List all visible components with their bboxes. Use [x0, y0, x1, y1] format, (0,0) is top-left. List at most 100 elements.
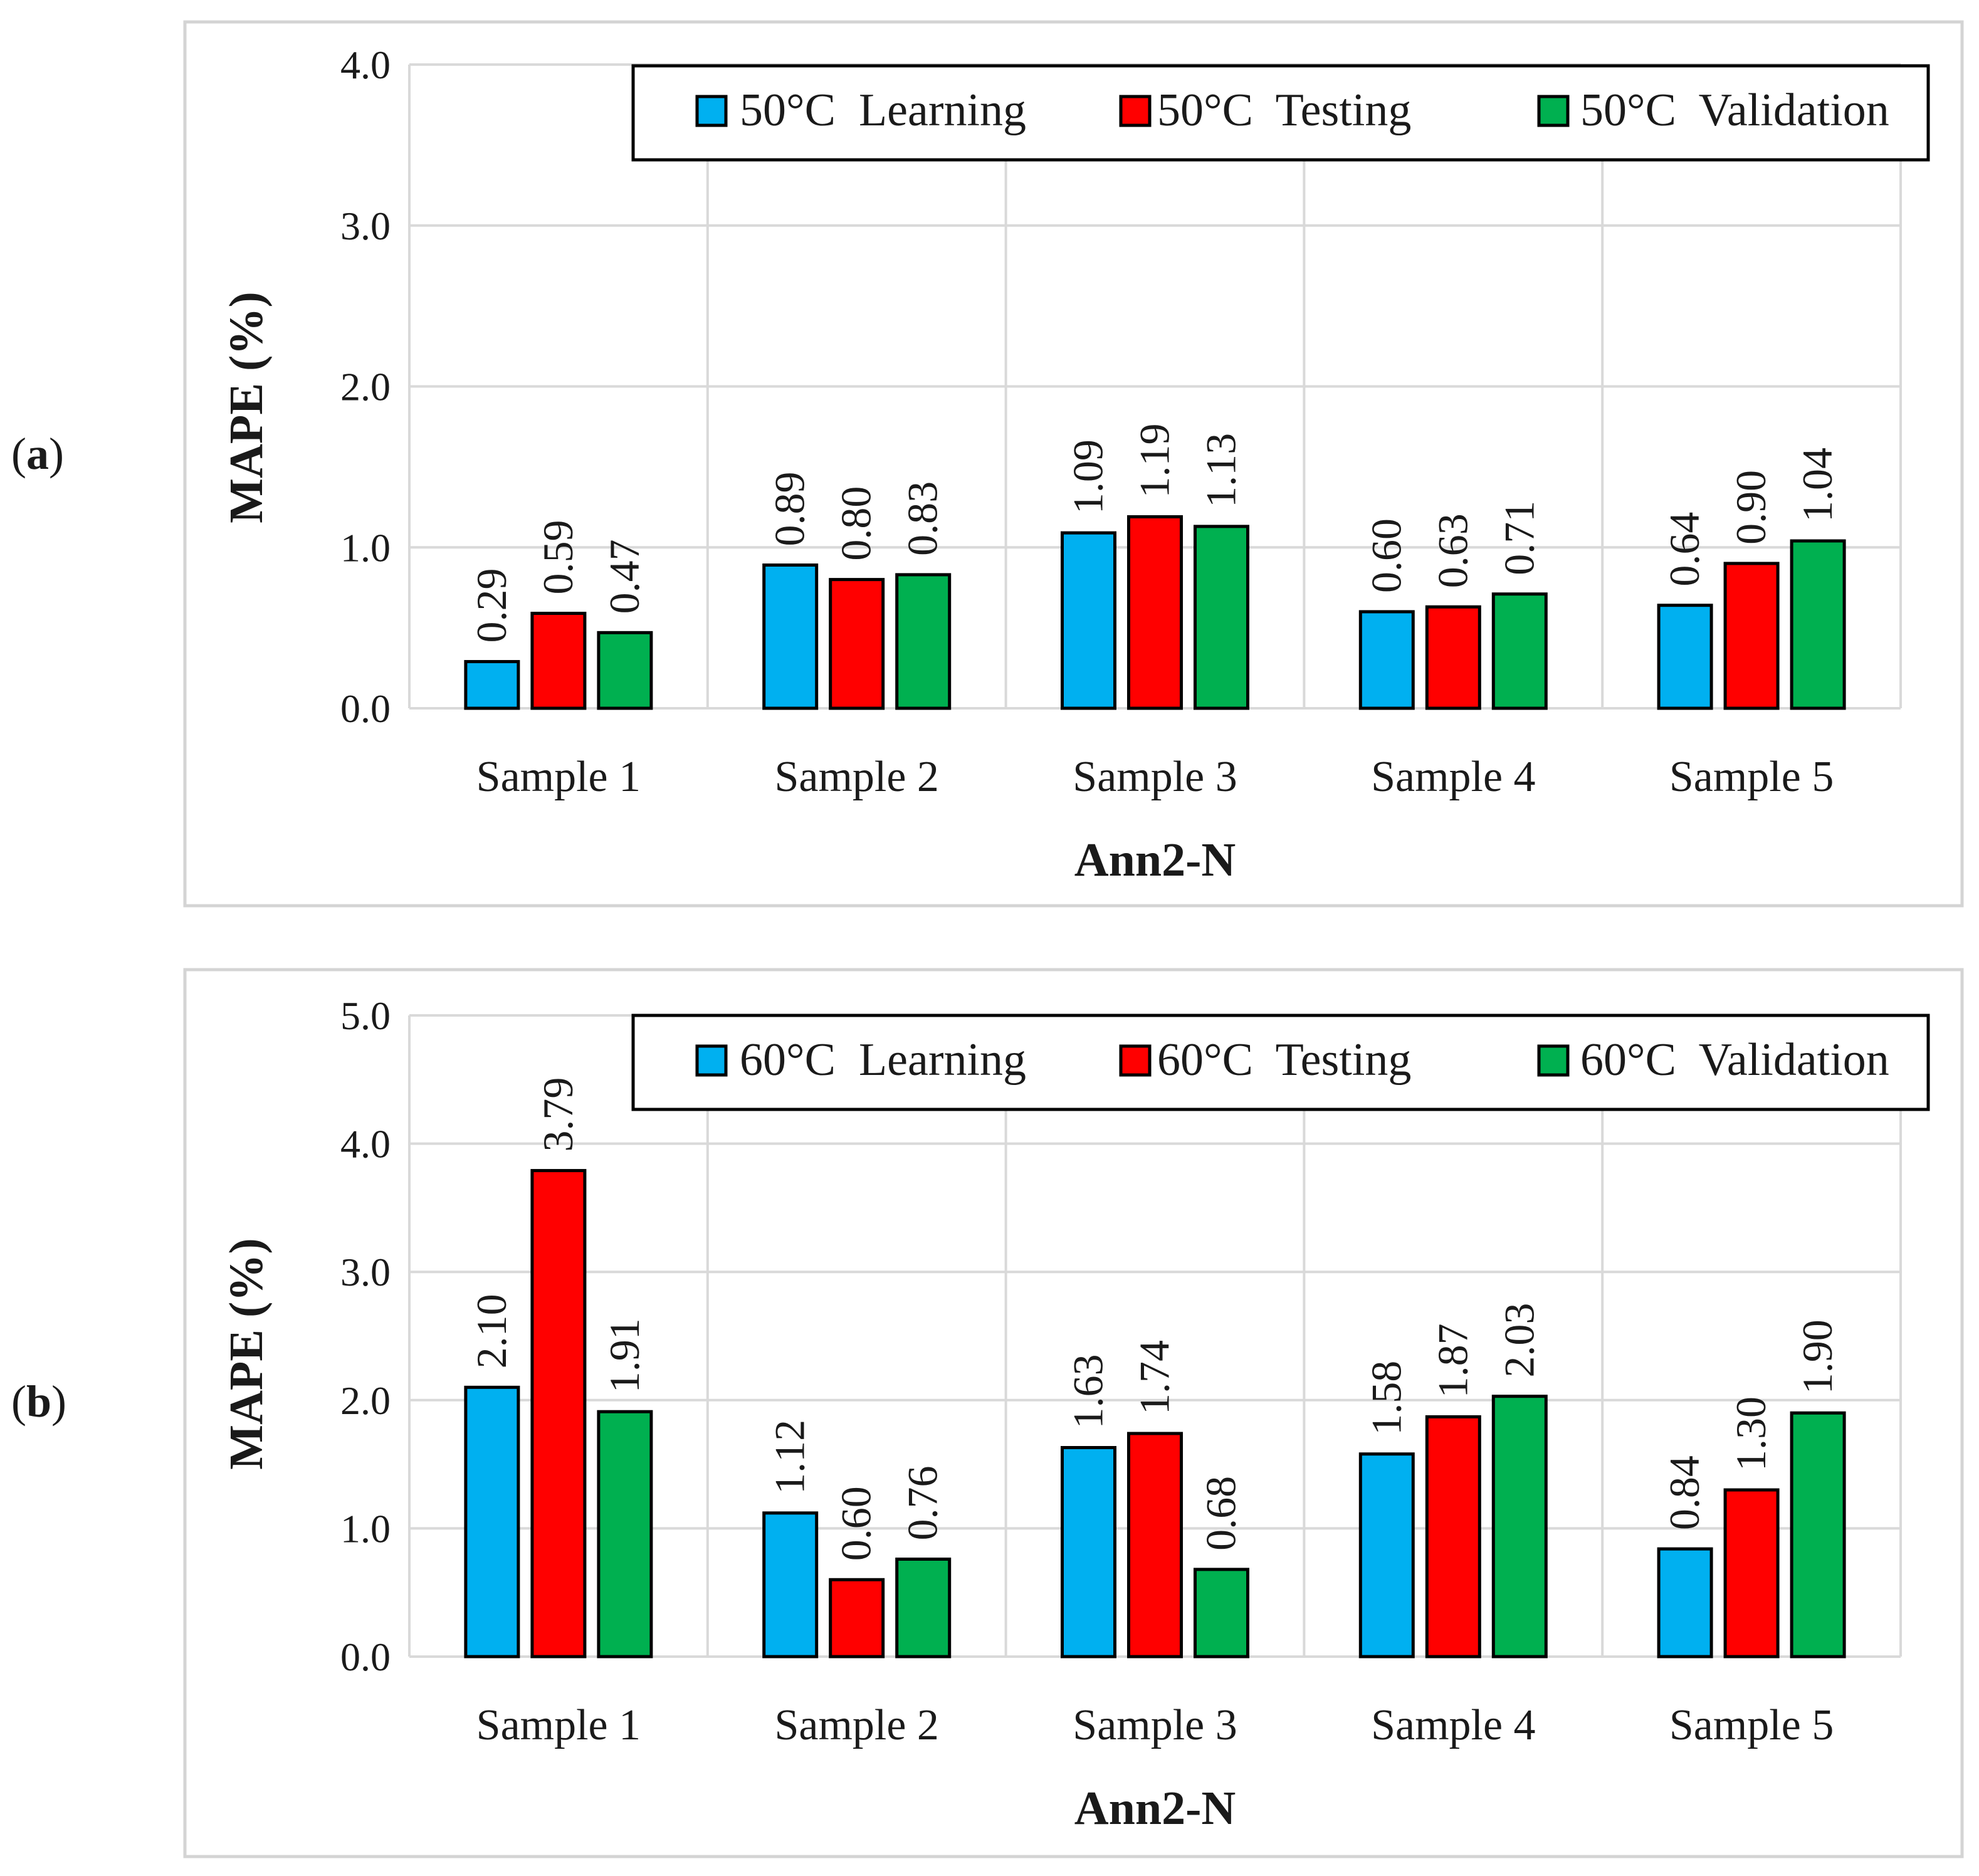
bar [1491, 592, 1548, 710]
x-tick-label: Sample 1 [476, 753, 641, 801]
data-label: 0.60 [832, 1486, 880, 1561]
data-label: 0.83 [899, 481, 947, 556]
data-label: 2.10 [468, 1294, 515, 1368]
bar [1790, 1411, 1846, 1659]
data-label: 1.04 [1793, 448, 1841, 522]
bar [829, 578, 885, 710]
bar [1358, 1452, 1415, 1659]
bar [1061, 1446, 1116, 1659]
bar [1723, 562, 1780, 710]
y-tick-label: 2.0 [340, 365, 391, 409]
bar [1127, 1432, 1183, 1659]
panel-label-part: ( [11, 1376, 26, 1427]
legend-label: 50°C Testing [1157, 85, 1411, 136]
bar [1061, 531, 1116, 710]
legend-swatch [1119, 95, 1152, 127]
x-axis-title: Ann2-N [1074, 834, 1236, 886]
bar [464, 1385, 520, 1659]
data-label: 0.76 [899, 1466, 947, 1541]
chart-frame [183, 20, 1964, 908]
x-tick-label: Sample 4 [1371, 1701, 1535, 1749]
data-label: 0.64 [1661, 512, 1708, 587]
data-label: 0.29 [468, 569, 515, 643]
y-axis-title: MAPE (%) [220, 291, 273, 523]
panel-label-part: a [26, 429, 49, 479]
data-label: 0.59 [534, 520, 582, 595]
bar [1491, 1395, 1548, 1659]
bar [1425, 605, 1481, 710]
bar [1194, 1568, 1249, 1659]
x-tick-label: Sample 1 [476, 1701, 641, 1749]
y-tick-label: 4.0 [340, 1122, 391, 1166]
bar [530, 1169, 587, 1659]
legend-swatch [695, 1044, 728, 1077]
data-label: 1.74 [1131, 1340, 1178, 1415]
bar [762, 563, 819, 710]
bar [1723, 1488, 1780, 1659]
y-tick-label: 0.0 [340, 686, 391, 731]
y-axis-title: MAPE (%) [220, 1238, 273, 1469]
y-tick-label: 1.0 [340, 1506, 391, 1551]
bar [829, 1578, 885, 1659]
data-label: 0.71 [1495, 501, 1543, 575]
x-tick-label: Sample 5 [1669, 753, 1834, 801]
data-label: 1.63 [1064, 1355, 1112, 1429]
bar [1425, 1415, 1481, 1659]
bar [464, 660, 520, 710]
legend-swatch [695, 95, 728, 127]
bar [895, 573, 952, 710]
data-label: 0.89 [766, 471, 814, 546]
chart-panel-a: 0.0 1.0 2.0 3.0 4.0 0.29 0.59 0.47 Sample 1 0.89 0… [11, 20, 1964, 908]
x-axis-title: Ann2-N [1074, 1782, 1236, 1835]
y-tick-label: 5.0 [340, 993, 391, 1038]
panel-label: (a) [11, 429, 64, 479]
bar [1127, 515, 1183, 710]
legend-swatch [1537, 95, 1570, 127]
legend-swatch [1119, 1044, 1152, 1077]
x-tick-label: Sample 2 [774, 753, 938, 801]
bar [1657, 604, 1713, 710]
data-label: 0.68 [1197, 1476, 1245, 1551]
data-label: 1.90 [1793, 1319, 1841, 1394]
data-label: 1.58 [1362, 1361, 1410, 1435]
data-label: 1.13 [1197, 433, 1245, 508]
data-label: 1.09 [1064, 439, 1112, 514]
bar [597, 631, 653, 710]
x-tick-label: Sample 5 [1669, 1701, 1834, 1749]
y-tick-label: 0.0 [340, 1635, 391, 1679]
bar [1358, 610, 1415, 710]
chart-panel-b: 0.0 1.0 2.0 3.0 4.0 5.0 2.10 3.79 1.91 Sample 1 1.… [11, 968, 1964, 1858]
bar [597, 1410, 653, 1659]
x-tick-label: Sample 2 [774, 1701, 938, 1749]
data-label: 0.84 [1661, 1455, 1708, 1530]
legend-label: 50°C Learning [740, 85, 1026, 136]
y-tick-label: 1.0 [340, 525, 391, 570]
data-label: 1.91 [601, 1318, 648, 1393]
legend-box [631, 1014, 1930, 1111]
data-label: 1.87 [1429, 1323, 1476, 1398]
y-tick-label: 3.0 [340, 1250, 391, 1294]
panel-label-part: ) [51, 1376, 66, 1427]
y-tick-label: 3.0 [340, 204, 391, 248]
legend-label: 60°C Testing [1157, 1034, 1411, 1086]
data-label: 1.19 [1131, 423, 1178, 498]
bar [530, 612, 587, 710]
bar [895, 1558, 952, 1659]
x-tick-label: Sample 3 [1073, 1701, 1237, 1749]
y-tick-label: 2.0 [340, 1378, 391, 1423]
panel-label-part: b [26, 1376, 51, 1427]
x-tick-label: Sample 3 [1073, 753, 1237, 801]
data-label: 3.79 [534, 1077, 582, 1152]
data-label: 0.63 [1429, 513, 1476, 588]
legend-label: 60°C Validation [1580, 1034, 1889, 1086]
x-tick-label: Sample 4 [1371, 753, 1535, 801]
data-label: 2.03 [1495, 1303, 1543, 1378]
bar [1790, 539, 1846, 710]
data-label: 0.47 [601, 539, 648, 614]
data-label: 1.12 [766, 1420, 814, 1494]
bar [1194, 525, 1249, 710]
legend-label: 50°C Validation [1580, 85, 1889, 136]
y-tick-label: 4.0 [340, 43, 391, 87]
panel-label: (b) [11, 1376, 66, 1427]
